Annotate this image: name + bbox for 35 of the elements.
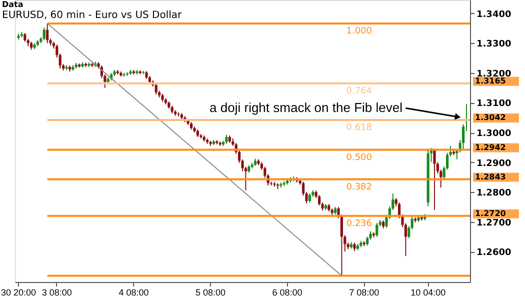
y-tick-label: 1.3400 bbox=[476, 10, 512, 20]
annotation: 0.236 bbox=[346, 218, 372, 229]
annotation: 0.618 bbox=[346, 123, 372, 134]
y-tick-label: 1.2600 bbox=[476, 248, 512, 258]
candlestick bbox=[433, 148, 436, 210]
ref-line-label: 1.2720 bbox=[475, 208, 506, 218]
x-tick-label: 7 08:00 bbox=[349, 288, 380, 298]
annotation: 0.500 bbox=[346, 152, 372, 163]
ref-line-label: 1.3042 bbox=[475, 113, 506, 122]
annotation: Data bbox=[2, 0, 24, 9]
y-tick-label: 1.3100 bbox=[476, 99, 512, 110]
annotation: a doji right smack on the Fib level bbox=[210, 100, 403, 116]
text: EURUSD, 60 min - Euro vs US Dollar bbox=[2, 10, 183, 21]
ref-line-label: 1.3165 bbox=[475, 76, 506, 86]
y-tick-label: 1.2700 bbox=[476, 218, 512, 228]
annotation: 0.764 bbox=[346, 86, 372, 96]
annotation: 0.382 bbox=[346, 182, 372, 192]
y-tick-label: 1.3300 bbox=[476, 40, 512, 50]
x-tick-label: 4 08:00 bbox=[118, 288, 149, 298]
x-tick-label: 6 08:00 bbox=[272, 288, 302, 298]
y-tick-label: 1.2900 bbox=[476, 158, 512, 169]
y-tick-label: 1.2800 bbox=[476, 188, 512, 199]
x-tick-label: 3 08:00 bbox=[42, 288, 72, 298]
candlestick bbox=[376, 222, 378, 238]
candlestick bbox=[46, 23, 49, 44]
y-tick-label: 1.3000 bbox=[476, 129, 512, 140]
x-tick-label: 30 20:00 bbox=[0, 288, 36, 298]
candlestick bbox=[308, 192, 311, 203]
x-tick-label: 10 04:00 bbox=[410, 288, 446, 298]
candlestick bbox=[42, 27, 46, 41]
ref-line-label: 1.2942 bbox=[475, 142, 506, 152]
ref-line-label: 1.2843 bbox=[475, 172, 506, 182]
candlestick bbox=[154, 83, 158, 95]
x-tick-label: 5 08:00 bbox=[195, 288, 226, 298]
annotation: 1.000 bbox=[346, 26, 372, 37]
